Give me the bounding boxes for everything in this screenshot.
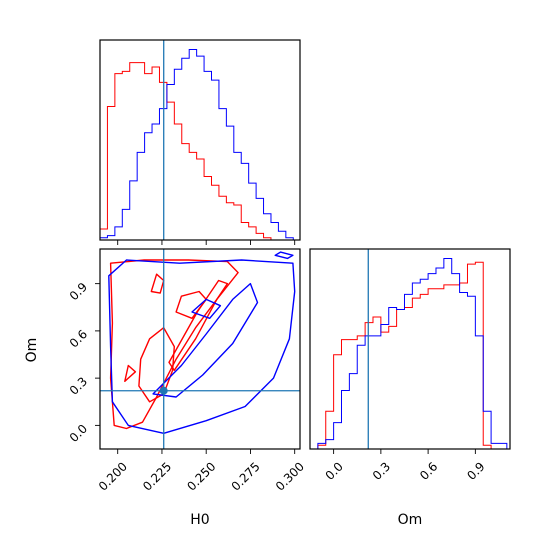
contour-series-2-level-2 — [152, 282, 259, 398]
x-axis-label-h0: H0 — [190, 512, 209, 528]
h0-marginal-panel — [99, 39, 301, 245]
contour-series-2-level-3 — [191, 298, 222, 319]
contour-series-1-level-3 — [168, 279, 229, 371]
contour-series-2-level-4 — [274, 251, 294, 260]
y-axis-label-om: Om — [24, 338, 40, 363]
h0-marginal-frame — [99, 39, 301, 241]
x-axis-label-om: Om — [398, 512, 423, 528]
joint-frame — [99, 248, 301, 450]
om-hist-series-2 — [317, 258, 508, 449]
om-marginal-frame — [309, 248, 511, 450]
truth-marker — [159, 386, 168, 395]
h0-hist-series-1 — [99, 62, 294, 241]
h0-hist-series-2 — [99, 49, 294, 240]
contour-series-1-level-4 — [175, 290, 207, 319]
contour-series-2-level-1 — [108, 259, 296, 434]
contour-series-1-level-6 — [124, 364, 137, 382]
